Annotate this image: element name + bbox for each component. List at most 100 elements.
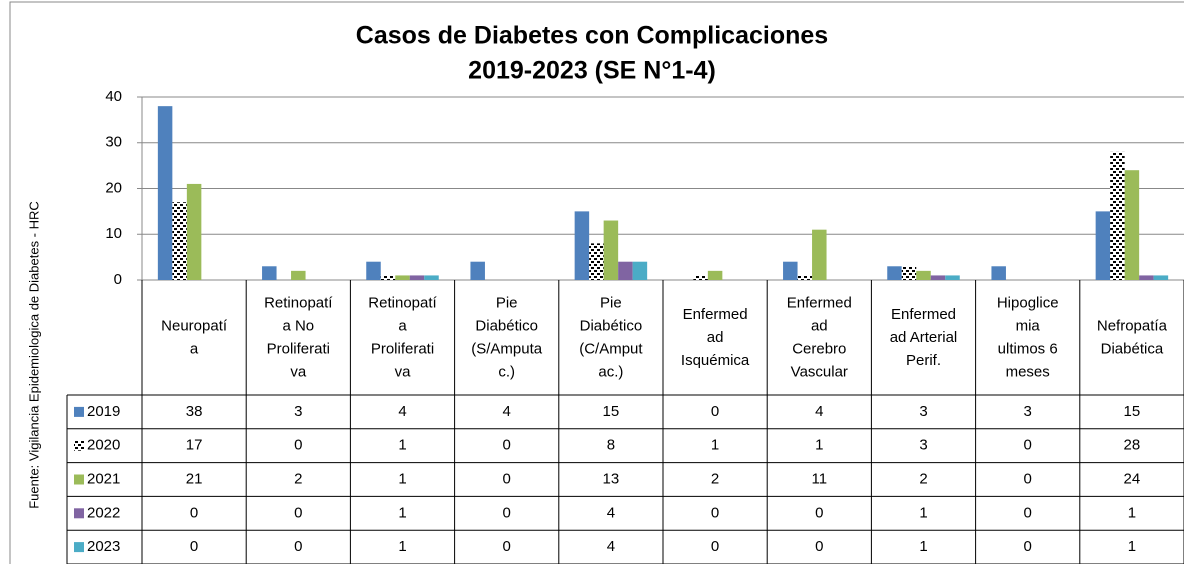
category-label: Retinopatí	[264, 294, 333, 311]
table-value: 0	[503, 437, 511, 454]
legend-swatch	[74, 440, 84, 451]
category-label: ad	[707, 329, 724, 346]
bar	[172, 202, 187, 280]
table-value: 0	[711, 504, 719, 521]
category-label: a	[190, 340, 199, 357]
table-value: 0	[815, 538, 823, 555]
category-label: ac.)	[598, 363, 623, 380]
bar	[395, 275, 410, 280]
bar	[812, 229, 827, 280]
bar	[945, 275, 960, 280]
category-label: Nefropatía	[1097, 317, 1168, 334]
table-value: 24	[1124, 470, 1141, 487]
category-label: Diabético	[580, 317, 643, 334]
table-value: 1	[398, 504, 406, 521]
category-label: ad	[811, 317, 828, 334]
category-label: a No	[282, 317, 314, 334]
table-value: 0	[503, 538, 511, 555]
category-label: Neuropatí	[161, 317, 228, 334]
category-label: Enfermed	[891, 306, 956, 323]
table-value: 2	[294, 470, 302, 487]
category-label: mia	[1016, 317, 1041, 334]
bar	[603, 220, 619, 280]
legend-label: 2021	[87, 470, 120, 487]
table-value: 8	[607, 437, 615, 454]
table-value: 0	[711, 403, 719, 420]
bar	[1124, 170, 1140, 280]
source-note: Fuente: Vigilancia Epidemiologica de Dia…	[26, 201, 41, 509]
bar	[366, 261, 381, 280]
table-value: 15	[1124, 403, 1141, 420]
table-value: 38	[186, 403, 203, 420]
table-value: 0	[190, 538, 198, 555]
table-value: 2	[919, 470, 927, 487]
table-value: 0	[815, 504, 823, 521]
table-value: 0	[711, 538, 719, 555]
bar	[632, 261, 648, 280]
legend-swatch	[74, 474, 84, 485]
table-value: 13	[603, 470, 620, 487]
bar	[470, 261, 485, 280]
category-label: Cerebro	[792, 340, 846, 357]
table-value: 0	[503, 504, 511, 521]
table-value: 17	[186, 437, 203, 454]
chart-title: Casos de Diabetes con Complicaciones	[356, 22, 828, 50]
table-value: 1	[398, 538, 406, 555]
table-value: 4	[607, 504, 615, 521]
bar	[380, 275, 396, 280]
table-value: 1	[1128, 538, 1136, 555]
category-label: meses	[1006, 363, 1050, 380]
table-value: 3	[919, 437, 927, 454]
table-value: 11	[812, 470, 828, 487]
table-value: 3	[1024, 403, 1032, 420]
bar	[1110, 151, 1125, 280]
table-value: 28	[1124, 437, 1141, 454]
table-value: 1	[711, 437, 719, 454]
legend-swatch	[74, 542, 84, 553]
bar	[291, 270, 306, 280]
bar	[887, 266, 902, 280]
y-tick-label: 20	[105, 179, 122, 196]
legend-label: 2020	[87, 437, 120, 454]
legend-label: 2019	[87, 403, 120, 420]
legend-swatch	[74, 406, 84, 417]
category-label: Perif.	[906, 352, 941, 369]
y-tick-label: 30	[105, 134, 122, 151]
category-label: Enfermed	[683, 306, 748, 323]
table-value: 4	[607, 538, 615, 555]
table-value: 0	[294, 437, 302, 454]
table-value: 1	[815, 437, 823, 454]
category-label: Proliferati	[267, 340, 330, 357]
bar	[589, 243, 604, 280]
table-value: 1	[919, 538, 927, 555]
bar	[693, 275, 708, 280]
category-label: (S/Amputa	[471, 340, 543, 357]
bar	[618, 261, 633, 280]
category-label: a	[398, 317, 407, 334]
category-label: va	[395, 363, 412, 380]
category-label: Isquémica	[681, 352, 750, 369]
bar	[157, 106, 173, 281]
bar	[186, 183, 202, 280]
category-label: Retinopatí	[368, 294, 437, 311]
legend-label: 2022	[87, 504, 120, 521]
table-value: 0	[294, 538, 302, 555]
y-tick-label: 40	[105, 88, 122, 105]
table-value: 21	[186, 470, 203, 487]
category-label: Diabética	[1101, 340, 1164, 357]
table-value: 3	[919, 403, 927, 420]
category-label: Pie	[600, 294, 622, 311]
table-value: 4	[503, 403, 511, 420]
chart-border	[9, 1, 1184, 564]
bar	[424, 275, 439, 280]
legend-swatch	[74, 508, 84, 519]
bar	[783, 261, 798, 280]
category-label: c.)	[498, 363, 515, 380]
bar	[1139, 275, 1154, 280]
table-value: 0	[1024, 538, 1032, 555]
y-tick-label: 0	[114, 271, 122, 288]
category-label: Vascular	[791, 363, 848, 380]
bar	[1153, 275, 1169, 280]
